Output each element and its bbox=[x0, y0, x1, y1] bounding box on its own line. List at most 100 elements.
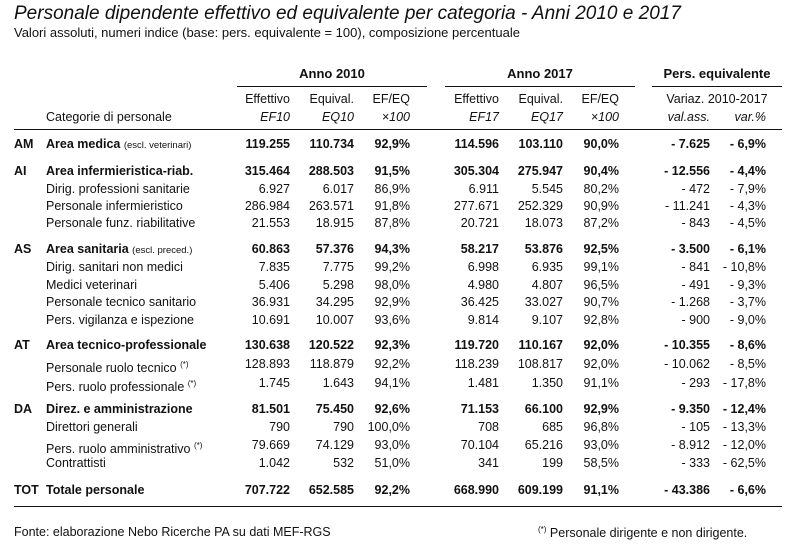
page-subtitle: Valori assoluti, numeri indice (base: pe… bbox=[14, 25, 520, 40]
row-label: Medici veterinari bbox=[46, 277, 137, 294]
row-code: TOT bbox=[14, 483, 39, 497]
row-code: AI bbox=[14, 164, 27, 178]
group-2017: Anno 2017 bbox=[507, 66, 573, 81]
footer-note-mark: (*) bbox=[538, 525, 547, 534]
cell-efeq17: 92,8% bbox=[583, 313, 619, 327]
cell-var-abs: - 472 bbox=[681, 182, 711, 196]
cell-ef17: 119.720 bbox=[454, 338, 500, 352]
cell-var-abs: - 9.350 bbox=[671, 402, 710, 416]
row-label: Direz. e amministrazione bbox=[46, 401, 193, 418]
cell-eq17: 1.350 bbox=[531, 376, 563, 390]
cell-efeq17: 90,7% bbox=[583, 295, 619, 309]
cell-ef10: 81.501 bbox=[251, 402, 290, 416]
footer-note-text: Personale dirigente e non dirigente. bbox=[546, 526, 748, 540]
cell-var-abs: - 293 bbox=[681, 376, 711, 390]
cell-eq17: 108.817 bbox=[517, 357, 563, 371]
cell-ef17: 4.980 bbox=[467, 278, 499, 292]
cell-eq17: 5.545 bbox=[531, 182, 563, 196]
cell-var-abs: - 7.625 bbox=[671, 137, 710, 151]
cell-efeq17: 91,1% bbox=[583, 376, 619, 390]
row-label: Direttori generali bbox=[46, 419, 138, 436]
group-2017-underline bbox=[445, 86, 635, 87]
cell-var-abs: - 11.241 bbox=[665, 199, 710, 213]
row-label-text: Totale personale bbox=[46, 483, 145, 497]
cell-ef10: 79.669 bbox=[251, 438, 290, 452]
cell-eq10: 110.734 bbox=[309, 137, 355, 151]
row-code: DA bbox=[14, 402, 33, 416]
header-equiv-2010: Equival. bbox=[309, 92, 354, 106]
header-eq10: EQ10 bbox=[322, 110, 354, 124]
header-valass: val.ass. bbox=[667, 110, 710, 124]
row-label-text: Personale tecnico sanitario bbox=[46, 295, 197, 309]
row-label: Pers. ruolo professionale (*) bbox=[46, 375, 196, 396]
cell-var-pct: - 62,5% bbox=[722, 456, 766, 470]
cell-ef17: 668.990 bbox=[453, 483, 499, 497]
cell-ef10: 36.931 bbox=[251, 295, 290, 309]
footer-source: Fonte: elaborazione Nebo Ricerche PA su … bbox=[14, 525, 331, 539]
cell-efeq10: 92,6% bbox=[374, 402, 410, 416]
row-label-text: Direttori generali bbox=[46, 420, 138, 434]
cell-ef10: 128.893 bbox=[244, 357, 290, 371]
cell-efeq10: 91,5% bbox=[374, 164, 410, 178]
header-equiv-2017: Equival. bbox=[518, 92, 563, 106]
cell-var-pct: - 13,3% bbox=[722, 420, 766, 434]
cell-eq17: 4.807 bbox=[531, 278, 563, 292]
row-label-text: Personale ruolo tecnico bbox=[46, 361, 177, 375]
cell-ef10: 790 bbox=[269, 420, 290, 434]
cell-ef10: 6.927 bbox=[258, 182, 290, 196]
header-eq17: EQ17 bbox=[531, 110, 563, 124]
cell-ef17: 114.596 bbox=[454, 137, 500, 151]
row-label: Personale tecnico sanitario bbox=[46, 294, 196, 311]
cell-var-pct: - 7,9% bbox=[729, 182, 766, 196]
cell-ef10: 10.691 bbox=[251, 313, 290, 327]
cell-eq17: 685 bbox=[542, 420, 563, 434]
cell-var-abs: - 900 bbox=[681, 313, 711, 327]
row-code: AS bbox=[14, 242, 32, 256]
cell-var-pct: - 10,8% bbox=[722, 260, 766, 274]
cell-efeq10: 94,3% bbox=[374, 242, 410, 256]
cell-efeq10: 100,0% bbox=[367, 420, 410, 434]
row-label-text: Pers. vigilanza e ispezione bbox=[46, 313, 194, 327]
cell-eq10: 288.503 bbox=[308, 164, 354, 178]
cell-ef10: 130.638 bbox=[244, 338, 290, 352]
cell-efeq17: 96,5% bbox=[583, 278, 619, 292]
cell-eq10: 5.298 bbox=[322, 278, 354, 292]
cell-efeq17: 58,5% bbox=[583, 456, 619, 470]
cell-var-abs: - 841 bbox=[681, 260, 711, 274]
cell-ef10: 315.464 bbox=[244, 164, 290, 178]
group-pers-equiv: Pers. equivalente bbox=[663, 66, 771, 81]
row-label: Pers. vigilanza e ispezione bbox=[46, 312, 194, 329]
cell-eq17: 275.947 bbox=[517, 164, 563, 178]
row-label-text: Contrattisti bbox=[46, 456, 106, 470]
cell-var-abs: - 843 bbox=[681, 216, 711, 230]
cell-efeq10: 93,0% bbox=[374, 438, 410, 452]
cell-var-pct: - 6,6% bbox=[729, 483, 766, 497]
cell-var-pct: - 17,8% bbox=[722, 376, 766, 390]
row-label: Area medica (escl. veterinari) bbox=[46, 136, 191, 154]
cell-ef10: 5.406 bbox=[258, 278, 290, 292]
cell-ef17: 36.425 bbox=[460, 295, 499, 309]
cell-var-pct: - 4,3% bbox=[729, 199, 766, 213]
row-label-text: Area sanitaria bbox=[46, 242, 129, 256]
row-label-note: (escl. veterinari) bbox=[123, 140, 192, 151]
cell-eq17: 252.329 bbox=[517, 199, 563, 213]
cell-efeq10: 93,6% bbox=[374, 313, 410, 327]
cell-ef10: 21.553 bbox=[251, 216, 290, 230]
cell-eq10: 57.376 bbox=[315, 242, 354, 256]
cell-eq10: 6.017 bbox=[322, 182, 354, 196]
cell-ef17: 708 bbox=[478, 420, 499, 434]
cell-ef17: 305.304 bbox=[453, 164, 499, 178]
cell-eq17: 18.073 bbox=[524, 216, 563, 230]
cell-efeq10: 92,3% bbox=[374, 338, 410, 352]
row-label-text: Area tecnico-professionale bbox=[46, 338, 207, 352]
cell-eq10: 18.915 bbox=[315, 216, 354, 230]
cell-var-pct: - 8,5% bbox=[729, 357, 766, 371]
cell-ef17: 9.814 bbox=[467, 313, 499, 327]
total-separator bbox=[14, 506, 782, 507]
cell-ef17: 341 bbox=[478, 456, 499, 470]
cell-var-abs: - 105 bbox=[681, 420, 711, 434]
cell-ef17: 20.721 bbox=[460, 216, 499, 230]
cell-efeq17: 96,8% bbox=[583, 420, 619, 434]
row-label: Totale personale bbox=[46, 482, 144, 499]
row-label-footnote-mark: (*) bbox=[180, 360, 189, 369]
